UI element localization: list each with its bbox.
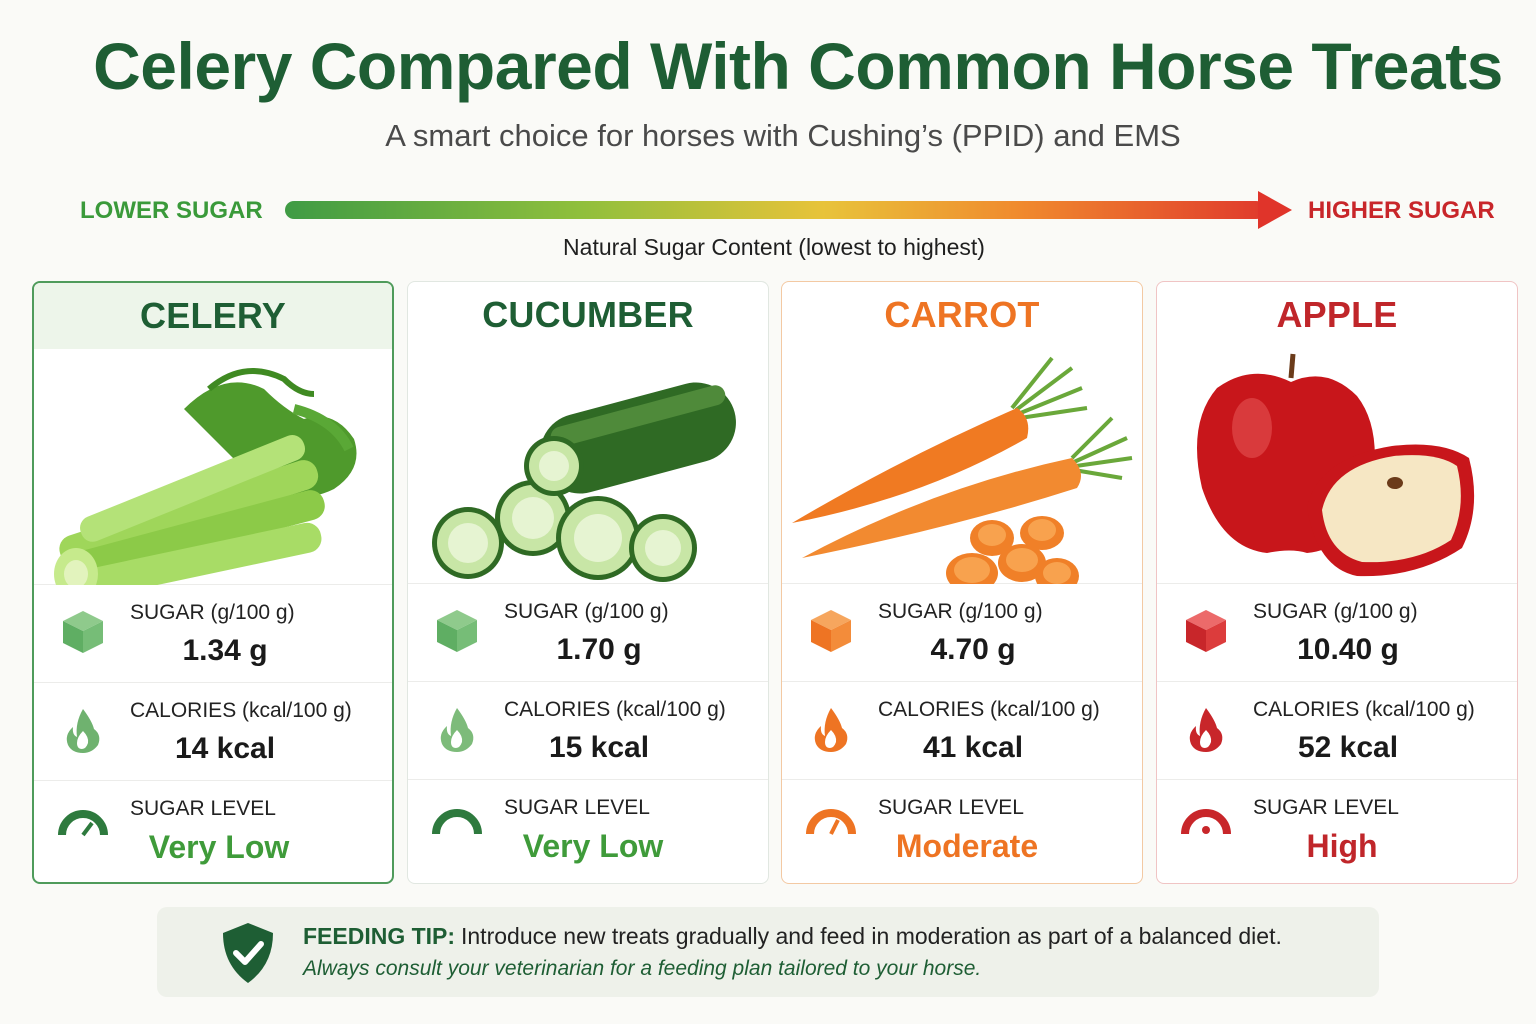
sugar-scale-bar xyxy=(285,201,1265,219)
sugar-value: 1.70 g xyxy=(556,633,642,666)
calories-value: 41 kcal xyxy=(922,731,1024,764)
cube-icon xyxy=(1186,610,1226,652)
calories-row: CALORIES (kcal/100 g) 15 kcal xyxy=(408,682,768,780)
sugar-label: SUGAR (g/100 g) xyxy=(504,600,669,623)
flame-icon xyxy=(814,708,848,752)
calories-label: CALORIES (kcal/100 g) xyxy=(130,699,352,722)
card-title: APPLE xyxy=(1276,294,1398,335)
sugar-label: SUGAR (g/100 g) xyxy=(130,601,295,624)
celery-illustration xyxy=(34,349,392,585)
sugar-level-row: SUGAR LEVEL High xyxy=(1157,780,1517,880)
gauge-icon xyxy=(806,809,856,835)
scale-low-label: LOWER SUGAR xyxy=(80,197,263,224)
page-title: Celery Compared With Common Horse Treats xyxy=(93,29,1503,103)
tip-label: FEEDING TIP: xyxy=(303,923,456,949)
sugar-level-value: Very Low xyxy=(148,829,290,865)
card-apple: APPLE SUGAR (g/100 g) 10.40 g CALORIES (… xyxy=(1156,281,1518,884)
gauge-icon xyxy=(1181,809,1231,835)
page-subtitle: A smart choice for horses with Cushing’s… xyxy=(385,118,1181,153)
feeding-tip-box: FEEDING TIP: Introduce new treats gradua… xyxy=(157,907,1379,997)
scale-high-label: HIGHER SUGAR xyxy=(1308,197,1495,224)
arrow-right-icon xyxy=(1258,191,1292,229)
card-celery: CELERY SUGAR (g/100 g) 1.34 g xyxy=(32,281,394,884)
flame-icon xyxy=(66,709,100,753)
sugar-value: 10.40 g xyxy=(1297,633,1399,666)
tip-text: Introduce new treats gradually and feed … xyxy=(461,923,1282,949)
scale-caption: Natural Sugar Content (lowest to highest… xyxy=(563,234,985,260)
gauge-icon xyxy=(58,810,108,837)
cucumber-illustration xyxy=(408,348,768,584)
cube-icon xyxy=(811,610,851,652)
apple-illustration xyxy=(1157,348,1517,584)
gauge-icon xyxy=(432,809,482,835)
tip-note: Always consult your veterinarian for a f… xyxy=(303,957,982,980)
card-title: CELERY xyxy=(34,283,392,349)
calories-value: 52 kcal xyxy=(1297,731,1399,764)
sugar-level-label: SUGAR LEVEL xyxy=(130,797,276,820)
carrot-illustration xyxy=(782,348,1142,584)
sugar-row: SUGAR (g/100 g) 1.70 g xyxy=(408,584,768,682)
shield-check-icon xyxy=(223,923,273,983)
flame-icon xyxy=(1189,708,1223,752)
sugar-level-value: Very Low xyxy=(522,828,664,864)
sugar-level-row: SUGAR LEVEL Very Low xyxy=(34,781,392,881)
card-carrot: CARROT SUGAR (g/100 g) 4.70 g xyxy=(781,281,1143,884)
card-cucumber: CUCUMBER SUGAR (g/100 g) 1.70 g CALORIES… xyxy=(407,281,769,884)
sugar-row: SUGAR (g/100 g) 1.34 g xyxy=(34,585,392,683)
sugar-value: 1.34 g xyxy=(182,634,268,667)
calories-value: 14 kcal xyxy=(174,732,276,765)
sugar-label: SUGAR (g/100 g) xyxy=(1253,600,1418,623)
card-title: CUCUMBER xyxy=(482,294,694,335)
sugar-level-value: Moderate xyxy=(895,828,1039,864)
card-title: CARROT xyxy=(884,294,1040,335)
flame-icon xyxy=(440,708,474,752)
sugar-row: SUGAR (g/100 g) 4.70 g xyxy=(782,584,1142,682)
sugar-level-label: SUGAR LEVEL xyxy=(878,796,1024,819)
calories-label: CALORIES (kcal/100 g) xyxy=(504,698,726,721)
calories-label: CALORIES (kcal/100 g) xyxy=(1253,698,1475,721)
calories-row: CALORIES (kcal/100 g) 41 kcal xyxy=(782,682,1142,780)
sugar-value: 4.70 g xyxy=(930,633,1016,666)
calories-row: CALORIES (kcal/100 g) 52 kcal xyxy=(1157,682,1517,780)
sugar-level-row: SUGAR LEVEL Moderate xyxy=(782,780,1142,880)
calories-row: CALORIES (kcal/100 g) 14 kcal xyxy=(34,683,392,781)
cube-icon xyxy=(63,611,103,653)
sugar-level-label: SUGAR LEVEL xyxy=(504,796,650,819)
sugar-level-label: SUGAR LEVEL xyxy=(1253,796,1399,819)
sugar-level-value: High xyxy=(1306,828,1378,864)
sugar-label: SUGAR (g/100 g) xyxy=(878,600,1043,623)
calories-value: 15 kcal xyxy=(548,731,650,764)
calories-label: CALORIES (kcal/100 g) xyxy=(878,698,1100,721)
sugar-row: SUGAR (g/100 g) 10.40 g xyxy=(1157,584,1517,682)
cube-icon xyxy=(437,610,477,652)
sugar-level-row: SUGAR LEVEL Very Low xyxy=(408,780,768,880)
